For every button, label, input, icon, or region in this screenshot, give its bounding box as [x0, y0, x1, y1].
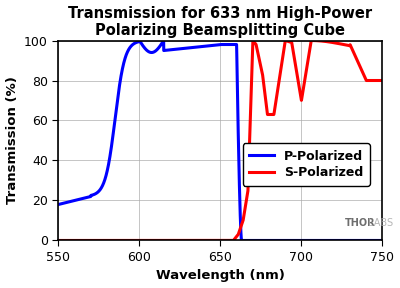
S-Polarized: [380, 79, 385, 82]
P-Polarized: [93, 192, 98, 196]
P-Polarized: [112, 121, 117, 124]
Legend: P-Polarized, S-Polarized: P-Polarized, S-Polarized: [243, 143, 370, 185]
S-Polarized: [309, 39, 314, 42]
P-Polarized: [339, 239, 344, 242]
S-Polarized: [374, 79, 378, 82]
P-Polarized: [137, 39, 142, 42]
P-Polarized: [380, 239, 385, 242]
Line: S-Polarized: S-Polarized: [58, 41, 382, 240]
P-Polarized: [180, 47, 185, 50]
S-Polarized: [339, 42, 344, 46]
P-Polarized: [56, 203, 61, 206]
P-Polarized: [374, 239, 379, 242]
Y-axis label: Transmission (%): Transmission (%): [6, 77, 18, 204]
P-Polarized: [239, 239, 244, 242]
Title: Transmission for 633 nm High-Power
Polarizing Beamsplitting Cube: Transmission for 633 nm High-Power Polar…: [68, 5, 372, 38]
S-Polarized: [180, 239, 185, 242]
S-Polarized: [112, 239, 117, 242]
Line: P-Polarized: P-Polarized: [58, 41, 382, 240]
Text: THOR: THOR: [345, 219, 376, 228]
S-Polarized: [194, 239, 199, 242]
X-axis label: Wavelength (nm): Wavelength (nm): [156, 270, 285, 283]
S-Polarized: [93, 239, 98, 242]
P-Polarized: [194, 45, 199, 49]
S-Polarized: [56, 239, 61, 242]
Text: LABS: LABS: [368, 219, 393, 228]
